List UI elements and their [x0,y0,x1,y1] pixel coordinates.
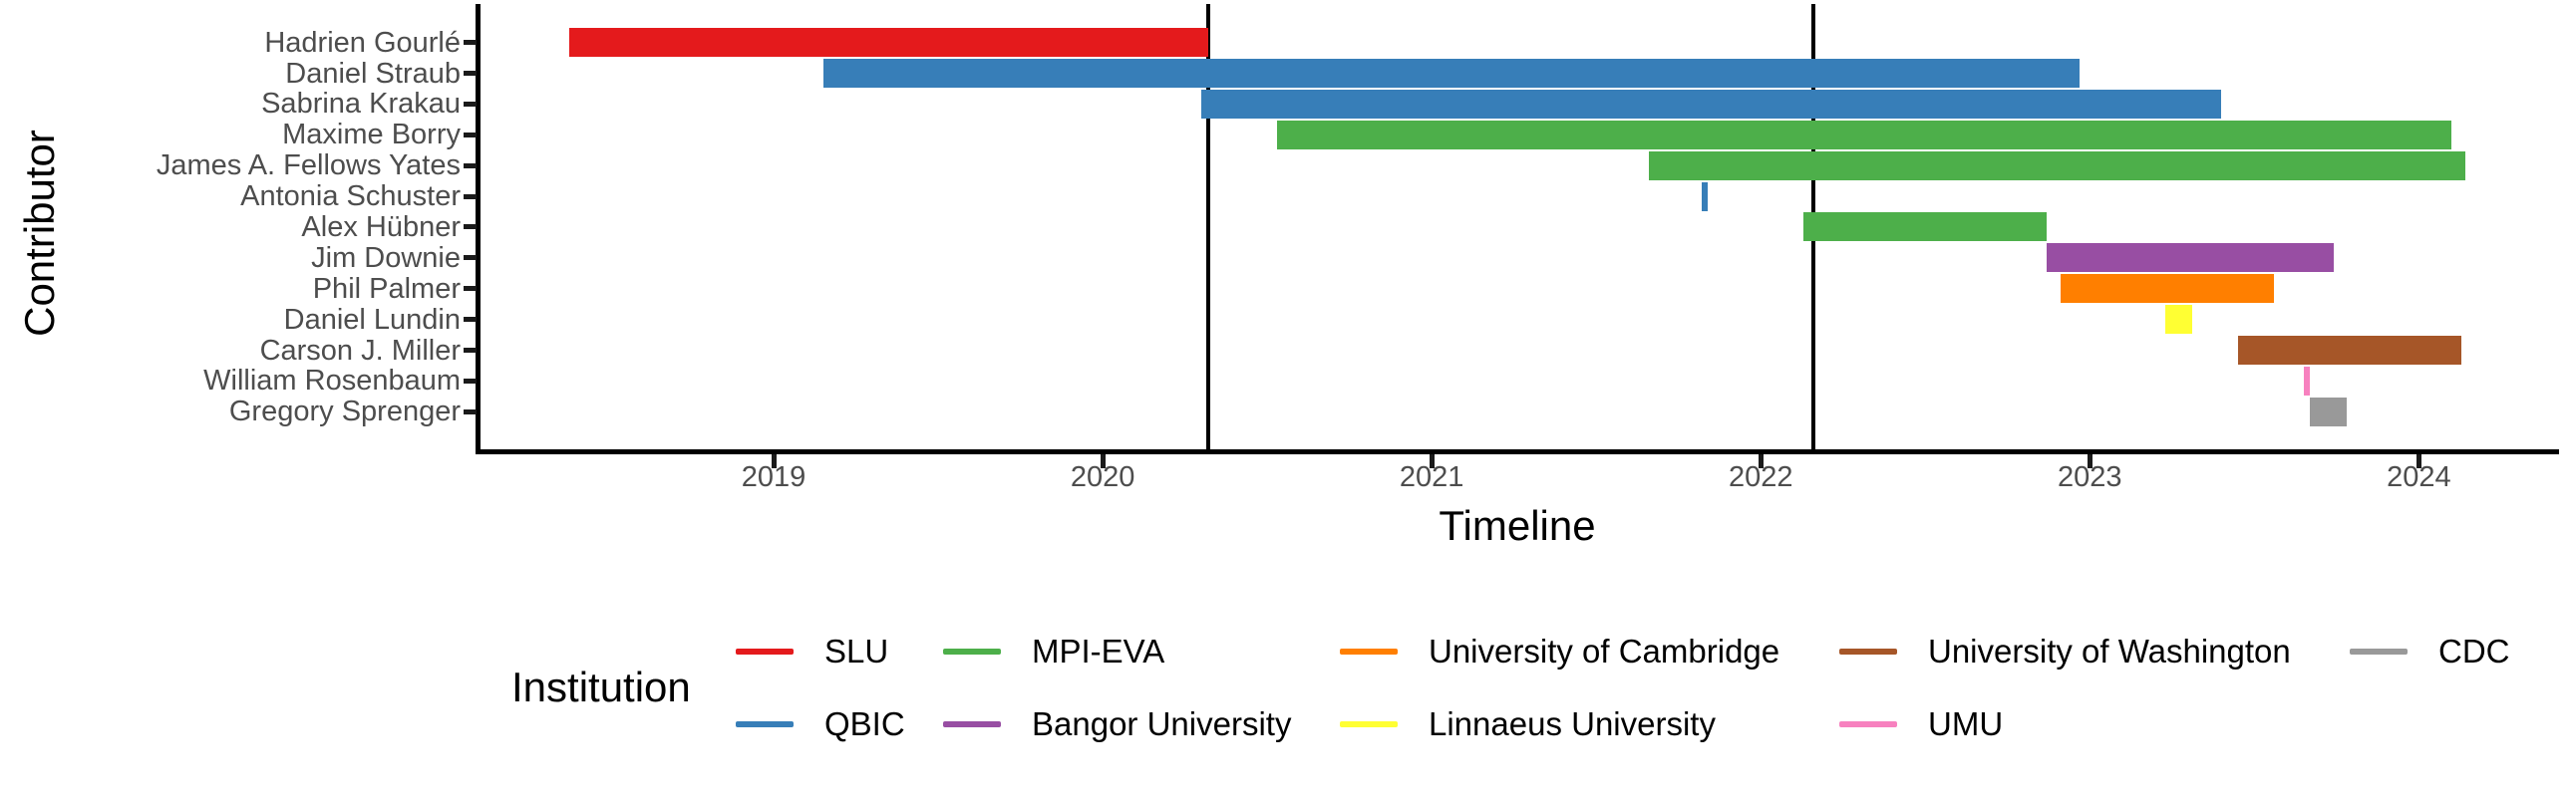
legend-label-mpi-eva: MPI-EVA [1032,633,1165,670]
y-label-jim-downie: Jim Downie [311,241,461,274]
legend-swatch-bangor-university [943,721,1001,727]
y-tick-gregory-sprenger [464,408,477,414]
legend-swatch-mpi-eva [943,649,1001,655]
y-label-gregory-sprenger: Gregory Sprenger [228,396,461,428]
bar-maxime-borry [1277,120,2452,149]
y-tick-phil-palmer [464,286,477,292]
legend-swatch-umu [1839,721,1897,727]
y-tick-daniel-straub [464,71,477,77]
bar-alex-hubner [1803,212,2048,242]
y-label-hadrien-gourle: Hadrien Gourlé [264,26,461,59]
x-label-2024: 2024 [2387,461,2451,493]
y-tick-daniel-lundin [464,317,477,323]
x-tick-2021 [1429,454,1435,468]
y-label-carson-j-miller: Carson J. Miller [259,334,461,367]
y-label-james-a-fellows-yates: James A. Fellows Yates [156,149,461,182]
y-tick-antonia-schuster [464,193,477,199]
y-tick-james-a-fellows-yates [464,162,477,168]
legend-swatch-university-of-washington [1839,649,1897,655]
y-label-william-rosenbaum: William Rosenbaum [203,365,461,398]
y-tick-jim-downie [464,255,477,261]
x-label-2019: 2019 [741,461,806,493]
bar-carson-j-miller [2237,336,2462,365]
x-label-2020: 2020 [1070,461,1135,493]
y-label-sabrina-krakau: Sabrina Krakau [261,88,461,121]
legend-label-slu: SLU [824,633,889,670]
y-tick-maxime-borry [464,132,477,137]
y-axis-line [476,4,481,454]
x-label-2023: 2023 [2058,461,2122,493]
x-tick-2024 [2415,454,2421,468]
y-label-maxime-borry: Maxime Borry [282,119,461,151]
bar-gregory-sprenger [2310,397,2347,426]
x-tick-2019 [771,454,777,468]
legend-swatch-qbic [736,721,794,727]
x-label-2022: 2022 [1728,461,1793,493]
legend-swatch-university-of-cambridge [1340,649,1398,655]
legend-swatch-slu [736,649,794,655]
bar-sabrina-krakau [1201,89,2222,119]
y-label-phil-palmer: Phil Palmer [312,272,461,305]
x-tick-2022 [1758,454,1764,468]
reference-vline-1 [1205,4,1210,449]
x-tick-2020 [1100,454,1106,468]
legend-title: Institution [511,664,691,710]
y-tick-alex-hubner [464,224,477,230]
legend-swatch-linnaeus-university [1340,721,1398,727]
legend-label-qbic: QBIC [824,705,905,742]
y-tick-sabrina-krakau [464,101,477,107]
y-label-daniel-straub: Daniel Straub [285,57,461,90]
bar-jim-downie [2047,243,2334,273]
x-axis-line [476,449,2559,454]
y-label-alex-hubner: Alex Hübner [301,210,461,243]
bar-william-rosenbaum [2303,366,2311,396]
y-tick-hadrien-gourle [464,40,477,46]
bar-daniel-lundin [2165,305,2192,335]
legend-swatch-cdc [2350,649,2408,655]
x-tick-2023 [2087,454,2093,468]
legend-label-cdc: CDC [2438,633,2510,670]
bar-james-a-fellows-yates [1649,150,2465,180]
legend-label-university-of-washington: University of Washington [1928,633,2291,670]
x-axis-title: Timeline [1439,502,1596,549]
y-label-antonia-schuster: Antonia Schuster [240,180,461,213]
legend-label-umu: UMU [1928,705,2004,742]
x-label-2021: 2021 [1399,461,1464,493]
bar-antonia-schuster [1701,181,1709,211]
bar-daniel-straub [822,59,2081,89]
y-label-daniel-lundin: Daniel Lundin [283,303,461,336]
y-tick-carson-j-miller [464,348,477,353]
legend-label-bangor-university: Bangor University [1032,705,1292,742]
legend-label-university-of-cambridge: University of Cambridge [1429,633,1780,670]
bar-phil-palmer [2060,274,2275,304]
bar-hadrien-gourle [569,28,1208,58]
legend-label-linnaeus-university: Linnaeus University [1429,705,1716,742]
y-tick-william-rosenbaum [464,378,477,384]
